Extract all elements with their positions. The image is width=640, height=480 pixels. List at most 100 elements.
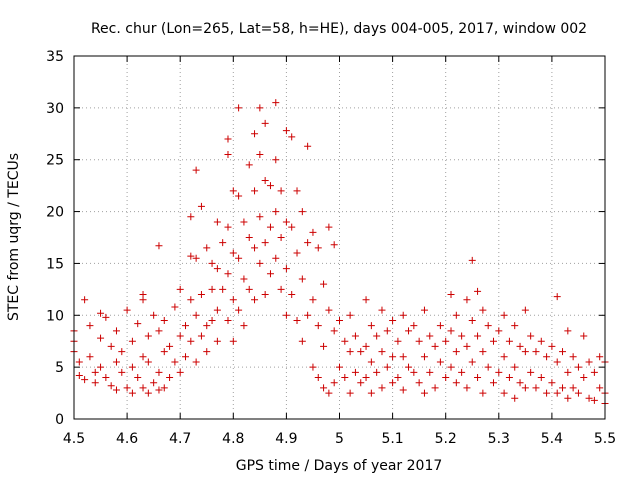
data-point: [431, 342, 439, 350]
data-point: [144, 389, 152, 397]
data-point: [160, 348, 168, 356]
data-point: [176, 285, 184, 293]
data-point: [256, 151, 264, 159]
data-point: [235, 306, 243, 314]
data-point: [102, 374, 110, 382]
data-point: [150, 311, 158, 319]
data-point: [394, 337, 402, 345]
data-point: [203, 348, 211, 356]
data-point: [118, 348, 126, 356]
x-tick-label: 5.3: [488, 431, 510, 447]
data-point: [564, 394, 572, 402]
data-point: [81, 296, 89, 304]
data-point: [182, 322, 190, 330]
data-point: [128, 363, 136, 371]
data-point: [330, 379, 338, 387]
data-point: [139, 353, 147, 361]
data-point: [251, 130, 259, 138]
data-point: [314, 244, 322, 252]
data-point: [128, 389, 136, 397]
data-point: [277, 285, 285, 293]
data-point: [367, 322, 375, 330]
data-point: [293, 249, 301, 257]
data-point: [484, 363, 492, 371]
data-point: [261, 291, 269, 299]
data-point: [431, 384, 439, 392]
data-point: [251, 244, 259, 252]
data-point: [521, 306, 529, 314]
data-point: [585, 358, 593, 366]
data-point: [224, 223, 232, 231]
data-point: [139, 384, 147, 392]
data-point: [574, 389, 582, 397]
data-point: [134, 374, 142, 382]
data-point: [405, 327, 413, 335]
data-point: [192, 358, 200, 366]
data-point: [86, 322, 94, 330]
data-point: [484, 322, 492, 330]
data-point: [505, 337, 513, 345]
data-point: [309, 296, 317, 304]
data-point: [176, 332, 184, 340]
data-point: [229, 337, 237, 345]
data-point: [373, 332, 381, 340]
data-point: [288, 291, 296, 299]
data-point: [256, 259, 264, 267]
data-point: [479, 389, 487, 397]
data-point: [389, 379, 397, 387]
data-point: [527, 368, 535, 376]
data-point: [474, 374, 482, 382]
data-point: [399, 386, 407, 394]
data-point: [436, 358, 444, 366]
x-tick-label: 5: [335, 431, 344, 447]
data-point: [336, 316, 343, 324]
data-point: [367, 358, 375, 366]
x-tick-label: 5.2: [435, 431, 457, 447]
data-point: [112, 327, 120, 335]
data-point: [564, 327, 572, 335]
data-point: [171, 358, 179, 366]
data-point: [378, 384, 386, 392]
data-point: [282, 265, 290, 273]
data-point: [155, 327, 163, 335]
data-point: [75, 371, 83, 379]
data-point: [532, 348, 540, 356]
data-point: [495, 368, 503, 376]
data-point: [197, 202, 205, 210]
data-point: [320, 384, 328, 392]
data-point: [436, 322, 444, 330]
data-point: [405, 363, 413, 371]
data-point: [410, 322, 418, 330]
y-tick-label: 10: [46, 308, 64, 324]
data-point: [256, 213, 264, 221]
data-point: [123, 384, 131, 392]
data-point: [442, 374, 450, 382]
data-point: [293, 316, 301, 324]
data-point: [574, 363, 582, 371]
data-point: [187, 296, 195, 304]
data-point: [75, 358, 83, 366]
data-point: [298, 275, 306, 283]
data-point: [304, 311, 312, 319]
x-tick-label: 5.1: [381, 431, 403, 447]
data-point: [559, 348, 567, 356]
data-point: [420, 353, 428, 361]
data-point: [458, 368, 466, 376]
data-point: [415, 379, 423, 387]
data-point: [166, 342, 174, 350]
data-point: [357, 348, 365, 356]
data-point: [569, 384, 577, 392]
data-point: [266, 270, 274, 278]
data-point: [288, 223, 296, 231]
data-point: [537, 374, 545, 382]
data-point: [219, 285, 227, 293]
data-point: [511, 322, 519, 330]
data-point: [282, 311, 290, 319]
data-point: [325, 306, 333, 314]
data-point: [288, 133, 296, 141]
data-point: [580, 374, 588, 382]
data-point: [399, 311, 407, 319]
data-point: [86, 353, 94, 361]
data-point: [362, 342, 370, 350]
data-point: [224, 151, 232, 159]
